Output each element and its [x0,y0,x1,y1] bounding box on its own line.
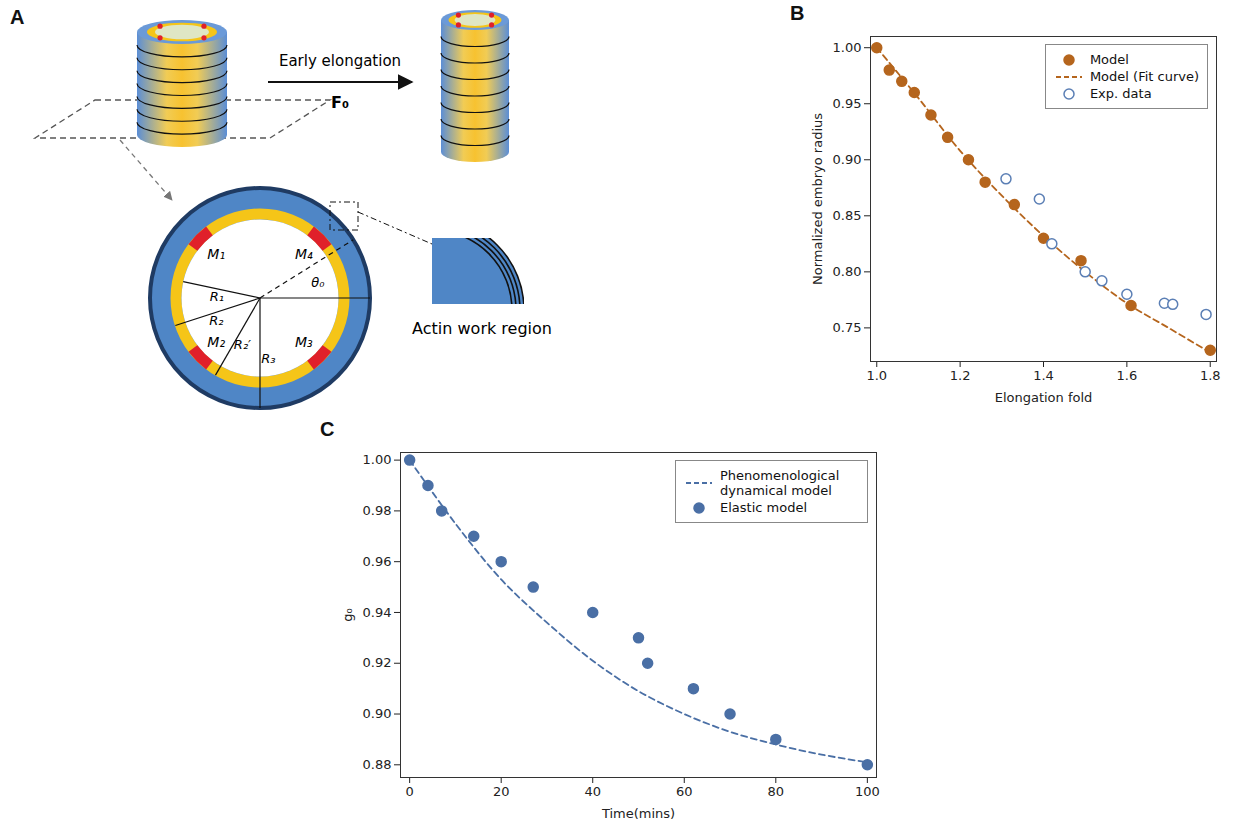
svg-text:1.00: 1.00 [833,40,862,55]
svg-text:M₃: M₃ [295,334,313,350]
svg-text:M₁: M₁ [207,246,225,262]
svg-text:80: 80 [768,784,785,799]
svg-text:0.90: 0.90 [363,706,392,721]
svg-text:0.85: 0.85 [833,208,862,223]
svg-text:Time(mins): Time(mins) [601,806,675,821]
html-text:Model (Fit curve): Model (Fit curve) [1089,69,1199,84]
svg-text:R₂: R₂ [209,313,223,328]
svg-text:0.95: 0.95 [833,96,862,111]
html-text:Model: Model [1089,52,1129,67]
svg-text:R₂′: R₂′ [234,337,251,352]
html-text:B: B [790,2,805,24]
svg-text:0.90: 0.90 [833,152,862,167]
svg-text:0.80: 0.80 [833,264,862,279]
svg-text:40: 40 [584,784,601,799]
svg-text:1.8: 1.8 [1200,368,1221,383]
svg-text:Elongation fold: Elongation fold [995,390,1093,405]
svg-text:60: 60 [676,784,693,799]
html-text:Elastic model: Elastic model [720,500,807,515]
svg-text:1.6: 1.6 [1117,368,1138,383]
svg-text:0.96: 0.96 [363,554,392,569]
html-text:A: A [10,6,25,28]
svg-text:R₁: R₁ [210,289,224,304]
svg-text:M₂: M₂ [207,334,225,350]
svg-text:20: 20 [493,784,510,799]
svg-text:Actin work region: Actin work region [412,319,552,338]
svg-text:0.75: 0.75 [833,320,862,335]
html-text:Phenomenological dynamical mod: Phenomenological dynamical model [720,468,840,498]
svg-text:1.0: 1.0 [866,368,887,383]
svg-text:Normalized embryo radius: Normalized embryo radius [810,113,825,285]
html-text:Exp. data: Exp. data [1089,86,1152,101]
svg-text:R₃: R₃ [261,351,275,366]
svg-text:F₀: F₀ [331,93,349,112]
svg-text:1.4: 1.4 [1033,368,1054,383]
svg-text:M₄: M₄ [295,246,313,262]
svg-text:Early elongation: Early elongation [279,52,401,70]
svg-text:1.00: 1.00 [363,452,392,467]
svg-text:0.92: 0.92 [363,655,392,670]
svg-text:g₀: g₀ [340,608,355,621]
svg-text:0.98: 0.98 [363,503,392,518]
svg-text:0: 0 [406,784,414,799]
svg-text:100: 100 [855,784,880,799]
svg-text:θ₀: θ₀ [311,275,325,290]
svg-text:0.88: 0.88 [363,757,392,772]
svg-text:1.2: 1.2 [950,368,971,383]
html-text:C: C [320,418,335,440]
svg-text:0.94: 0.94 [363,605,392,620]
